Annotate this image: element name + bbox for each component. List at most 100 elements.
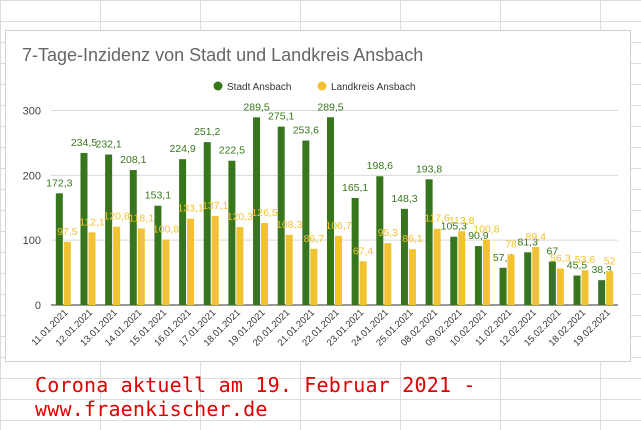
bar-landkreis: [384, 243, 392, 305]
bar-landkreis: [285, 234, 293, 305]
bar-stadt: [327, 117, 334, 306]
data-label-stadt: 234,5: [71, 137, 97, 149]
legend-label: Stadt Ansbach: [227, 82, 292, 93]
bar-landkreis: [556, 268, 564, 305]
data-label-stadt: 253,6: [293, 125, 319, 137]
legend-swatch: [213, 81, 223, 91]
data-label-landkreis: 117,6: [424, 213, 450, 225]
bar-landkreis: [261, 222, 269, 305]
data-label-stadt: 289,5: [243, 101, 269, 113]
data-label-landkreis: 52: [604, 255, 616, 267]
y-tick-label: 200: [23, 170, 41, 182]
data-label-landkreis: 100,8: [153, 224, 179, 236]
bar-landkreis: [408, 249, 416, 305]
data-label-stadt: 222,5: [219, 145, 245, 157]
bar-stadt: [179, 159, 187, 305]
bar-stadt: [474, 246, 482, 305]
legend-swatch: [317, 81, 327, 91]
bar-stadt: [400, 208, 408, 305]
bar-stadt: [253, 117, 261, 306]
data-label-stadt: 90,9: [468, 230, 489, 242]
data-label-landkreis: 89,4: [525, 231, 546, 243]
bar-stadt: [105, 154, 113, 305]
data-label-stadt: 67: [547, 246, 559, 258]
data-label-landkreis: 100,8: [473, 224, 499, 236]
data-label-landkreis: 78: [505, 238, 517, 250]
data-label-landkreis: 137,1: [202, 200, 228, 212]
data-label-landkreis: 95,3: [378, 227, 399, 239]
y-tick-label: 300: [23, 105, 41, 117]
legend-label: Landkreis Ansbach: [331, 82, 416, 93]
data-label-landkreis: 118,1: [129, 212, 155, 224]
bar-stadt: [277, 126, 285, 305]
bar-stadt: [376, 176, 384, 305]
bar-landkreis: [162, 239, 170, 305]
data-label-landkreis: 120,8: [103, 211, 129, 223]
data-label-stadt: 275,1: [268, 111, 294, 123]
y-tick-label: 0: [35, 300, 41, 312]
data-label-landkreis: 112,1: [79, 216, 105, 228]
bar-stadt: [203, 142, 211, 305]
caption-text: Corona aktuell am 19. Februar 2021 - www…: [35, 373, 476, 421]
data-label-landkreis: 108,3: [276, 219, 302, 231]
data-label-landkreis: 133,1: [177, 203, 203, 215]
data-label-stadt: 105,3: [441, 221, 467, 233]
bar-landkreis: [606, 271, 614, 305]
bar-stadt: [351, 197, 359, 305]
data-label-stadt: 165,1: [342, 182, 368, 194]
data-label-stadt: 172,3: [46, 177, 72, 189]
bar-stadt: [302, 140, 310, 305]
bar-landkreis: [236, 226, 244, 305]
data-label-stadt: 232,1: [95, 139, 121, 151]
data-label-landkreis: 106,7: [325, 220, 351, 232]
data-label-stadt: 81,3: [517, 236, 538, 248]
legend: Stadt Ansbach Landkreis Ansbach: [213, 81, 416, 93]
bar-stadt: [154, 205, 162, 305]
bar-landkreis: [88, 232, 96, 305]
data-label-landkreis: 86,7: [304, 233, 325, 245]
bar-stadt: [55, 193, 63, 305]
bar-chart: 0 100 200 300 Stadt Ansbach Landkreis Ansbach…: [23, 81, 618, 349]
bar-landkreis: [187, 218, 195, 305]
bar-landkreis: [137, 228, 145, 305]
bar-stadt: [450, 236, 458, 305]
data-label-stadt: 148,3: [391, 193, 417, 205]
bar-stadt: [524, 252, 532, 305]
data-label-stadt: 198,6: [367, 160, 393, 172]
data-label-landkreis: 56,3: [550, 252, 571, 264]
bar-landkreis: [211, 216, 219, 305]
bar-landkreis: [532, 247, 540, 305]
data-label-stadt: 208,1: [120, 154, 146, 166]
data-label-landkreis: 67,4: [353, 245, 374, 257]
bar-landkreis: [581, 270, 589, 305]
bar-stadt: [129, 170, 137, 305]
bar-landkreis: [113, 226, 121, 305]
data-label-stadt: 251,2: [194, 126, 220, 138]
bar-landkreis: [433, 228, 441, 305]
data-label-stadt: 153,1: [145, 190, 171, 202]
bar-landkreis: [63, 241, 71, 305]
data-label-stadt: 45,5: [567, 259, 588, 271]
bar-landkreis: [335, 235, 342, 305]
data-label-landkreis: 120,3: [227, 211, 253, 223]
bar-landkreis: [507, 254, 515, 305]
data-label-landkreis: 86,1: [402, 233, 423, 245]
bar-stadt: [80, 152, 88, 305]
bar-landkreis: [482, 239, 490, 305]
data-label-landkreis: 53,6: [575, 254, 596, 266]
bar-stadt: [573, 275, 581, 305]
bar-landkreis: [310, 248, 318, 305]
bar-landkreis: [359, 261, 367, 305]
bar-stadt: [548, 261, 556, 305]
bar-landkreis: [458, 231, 466, 305]
bar-stadt: [598, 280, 606, 305]
data-label-landkreis: 97,5: [57, 226, 78, 238]
chart-title: 7-Tage-Inzidenz von Stadt und Landkreis …: [22, 45, 424, 65]
bar-stadt: [499, 267, 507, 305]
chart-card: 7-Tage-Inzidenz von Stadt und Landkreis …: [5, 30, 631, 362]
data-label-stadt: 289,5: [317, 101, 343, 113]
data-label-landkreis: 126,5: [251, 207, 277, 219]
bar-stadt: [228, 160, 236, 305]
data-label-stadt: 193,8: [416, 163, 442, 175]
data-label-landkreis: 113,8: [449, 215, 475, 227]
